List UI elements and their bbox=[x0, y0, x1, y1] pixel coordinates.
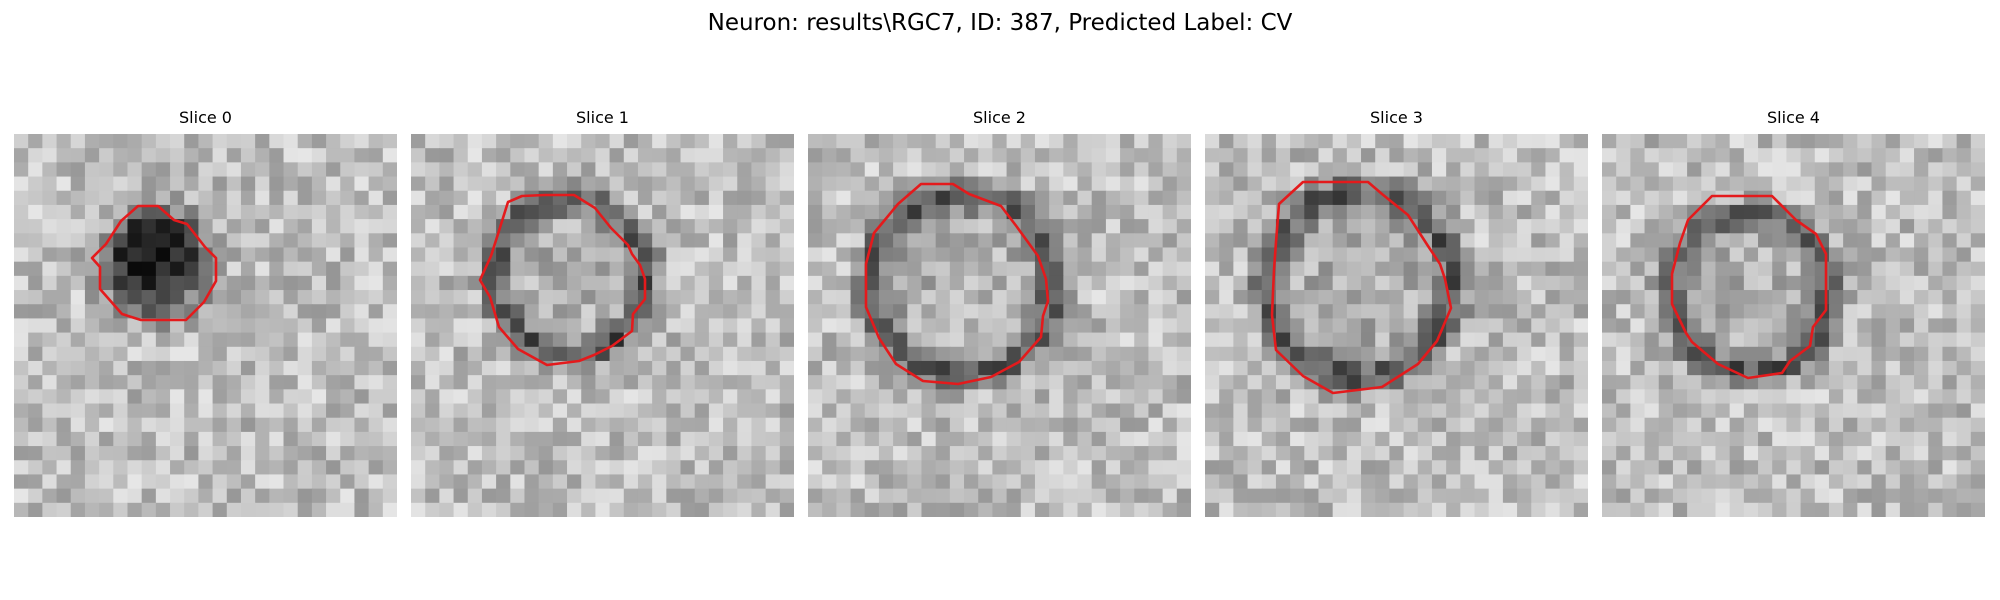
pixel-grid bbox=[14, 134, 397, 517]
slice-title-0: Slice 0 bbox=[179, 108, 232, 127]
slice-title-2: Slice 2 bbox=[973, 108, 1026, 127]
slice-panel-4: Slice 4 bbox=[1602, 108, 1985, 518]
slice-title-1: Slice 1 bbox=[576, 108, 629, 127]
slice-title-3: Slice 3 bbox=[1370, 108, 1423, 127]
segmentation-contour bbox=[1670, 194, 1828, 380]
slice-image-0 bbox=[14, 134, 397, 517]
slice-panel-3: Slice 3 bbox=[1205, 108, 1588, 518]
slice-image-1 bbox=[411, 134, 794, 517]
pixel-grid bbox=[1602, 134, 1985, 517]
figure-title: Neuron: results\RGC7, ID: 387, Predicted… bbox=[707, 10, 1293, 36]
pixel-grid bbox=[411, 134, 794, 517]
slice-image-4 bbox=[1602, 134, 1985, 517]
slice-image-3 bbox=[1205, 134, 1588, 517]
pixel-grid bbox=[1205, 134, 1588, 517]
segmentation-contour bbox=[478, 193, 647, 367]
slice-panel-0: Slice 0 bbox=[14, 108, 397, 518]
segmentation-contour bbox=[1270, 180, 1453, 395]
slice-image-2 bbox=[808, 134, 1191, 517]
slice-title-4: Slice 4 bbox=[1767, 108, 1820, 127]
slice-panel-2: Slice 2 bbox=[808, 108, 1191, 518]
pixel-grid bbox=[808, 134, 1191, 517]
segmentation-contour bbox=[90, 204, 218, 322]
slice-panel-1: Slice 1 bbox=[411, 108, 794, 518]
segmentation-contour bbox=[864, 182, 1050, 386]
